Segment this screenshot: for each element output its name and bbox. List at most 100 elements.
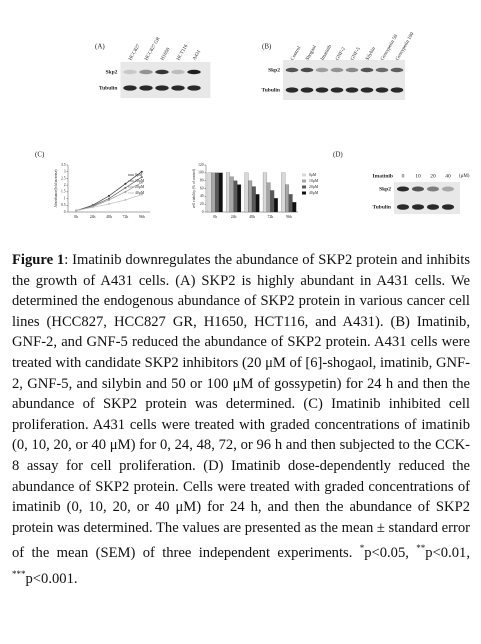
blot-band <box>442 204 454 210</box>
legend-label: 40μM <box>135 191 145 195</box>
y-tick-label: 100 <box>198 171 204 175</box>
blot-band <box>360 87 374 93</box>
y-tick-label: 3 <box>64 170 66 174</box>
row-label: Tubulin <box>262 87 280 93</box>
legend-swatch <box>302 185 306 189</box>
legend-swatch <box>302 179 306 183</box>
blot-band <box>330 67 344 73</box>
legend-label: 10μM <box>135 179 145 183</box>
treatment-label: Imatinib <box>373 173 393 179</box>
y-tick-label: 2 <box>64 183 66 187</box>
panel-label: (C) <box>35 151 45 159</box>
y-tick-label: 0.5 <box>61 203 66 207</box>
panel-label: (D) <box>333 151 343 159</box>
blot-band <box>397 186 409 192</box>
row-label: Tubulin <box>99 85 117 91</box>
dose-label: 10 <box>415 173 421 179</box>
caption: Figure 1: Imatinib downregulates the abu… <box>12 250 470 589</box>
blot-band <box>375 87 389 93</box>
legend-label: 10μM <box>309 179 319 183</box>
blot-band <box>171 85 185 91</box>
x-tick-label: 96h <box>139 215 145 219</box>
blot-band <box>315 87 329 93</box>
point <box>124 182 127 185</box>
bar <box>244 172 249 213</box>
point <box>124 190 127 193</box>
y-tick-label: 2.5 <box>61 176 66 180</box>
sig-mark: ** <box>416 543 426 554</box>
blot-band <box>442 186 454 192</box>
lane-label: H1650 <box>160 47 171 62</box>
sig-mark: * <box>359 543 365 554</box>
y-tick-label: 60 <box>200 186 204 190</box>
bar <box>218 172 223 213</box>
blot-frame <box>120 62 211 98</box>
blot-band <box>285 87 299 93</box>
y-tick-label: 20 <box>200 202 204 206</box>
legend-label: 20μM <box>309 185 319 189</box>
bar <box>211 172 216 213</box>
caption-label: Figure 1 <box>12 252 65 268</box>
sig-text: p<0.01, <box>425 545 470 562</box>
bar <box>226 172 231 213</box>
point <box>75 209 78 212</box>
point <box>124 198 127 201</box>
blot-band <box>139 85 153 91</box>
point <box>91 206 94 209</box>
blot-band <box>427 204 439 210</box>
x-tick-label: 24h <box>231 215 237 219</box>
sig-mark: *** <box>12 568 26 579</box>
bar <box>273 198 278 213</box>
y-tick-label: 1 <box>64 196 66 200</box>
x-tick-label: 0h <box>213 215 217 219</box>
x-tick-label: 72h <box>268 215 274 219</box>
blot-band <box>360 67 374 73</box>
dose-label: 40 <box>445 173 451 179</box>
blot-band <box>397 204 409 210</box>
lane-label: GNF-2 <box>335 46 347 61</box>
panel-label: (A) <box>95 43 105 51</box>
y-tick-label: 1.5 <box>61 190 66 194</box>
blot-band <box>285 67 299 73</box>
y-tick-label: 40 <box>200 194 204 198</box>
blot-frame <box>283 60 405 100</box>
blot-band <box>155 85 169 91</box>
row-label: Skp2 <box>379 186 391 192</box>
point <box>108 194 110 197</box>
bar <box>285 184 289 213</box>
bar <box>266 182 271 213</box>
y-tick-label: 80 <box>200 178 204 182</box>
legend-label: 40μM <box>309 191 319 195</box>
sig-text: p<0.001. <box>25 570 78 587</box>
point <box>108 198 110 201</box>
x-tick-label: 48h <box>106 215 112 219</box>
blot-band <box>375 67 389 73</box>
point <box>140 176 143 179</box>
bar <box>270 190 275 213</box>
blot-band <box>300 67 314 73</box>
blot-band <box>155 69 169 75</box>
bar <box>229 176 234 213</box>
blot-band <box>345 87 359 93</box>
bar <box>281 172 286 213</box>
y-tick-label: 3.5 <box>61 163 66 167</box>
y-axis-title: Absorbance(fold increase) <box>54 169 58 208</box>
panel-label: (B) <box>262 43 272 51</box>
blot-band <box>330 87 344 93</box>
blot-band <box>187 85 201 91</box>
x-tick-label: 0h <box>74 215 78 219</box>
x-tick-label: 96h <box>286 215 292 219</box>
dose-label: 20 <box>430 173 436 179</box>
sig-text: p<0.05, <box>364 545 417 562</box>
bar <box>207 172 212 213</box>
blot-band <box>427 186 439 192</box>
blot-band <box>315 67 329 73</box>
x-tick-label: 72h <box>123 215 129 219</box>
row-label: Tubulin <box>373 204 391 210</box>
row-label: Skp2 <box>105 69 117 75</box>
lane-label: A431 <box>192 49 202 62</box>
blot-band <box>187 69 201 75</box>
x-tick-label: 48h <box>249 215 255 219</box>
bar <box>233 180 238 213</box>
